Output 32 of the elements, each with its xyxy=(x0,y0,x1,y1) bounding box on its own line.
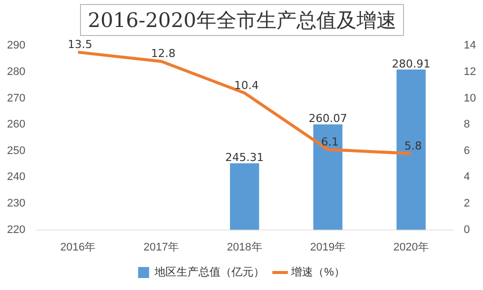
data-label: 6.1 xyxy=(321,135,339,148)
y2-tick-label: 10 xyxy=(464,92,476,104)
x-tick-label: 2018年 xyxy=(226,241,262,254)
y-tick-label: 290 xyxy=(6,40,26,52)
y2-tick-label: 0 xyxy=(464,224,470,236)
y-tick-label: 280 xyxy=(6,66,26,78)
y2-tick-label: 8 xyxy=(464,118,470,131)
y2-tick-label: 14 xyxy=(464,40,476,52)
data-label: 280.91 xyxy=(392,57,430,70)
y2-tick-label: 12 xyxy=(464,66,476,78)
y2-tick-label: 2 xyxy=(464,198,470,210)
legend-label: 地区生产总值（亿元） xyxy=(154,266,265,279)
x-tick-label: 2020年 xyxy=(393,241,429,254)
y2-tick-label: 4 xyxy=(464,171,470,184)
y-tick-label: 230 xyxy=(6,198,26,210)
legend-label: 增速（%） xyxy=(290,266,345,279)
data-label: 5.8 xyxy=(404,139,422,152)
data-label: 10.4 xyxy=(234,78,259,92)
y-tick-label: 220 xyxy=(6,224,26,236)
data-label: 260.07 xyxy=(308,112,348,126)
x-tick-label: 2016年 xyxy=(60,241,96,254)
data-label: 12.8 xyxy=(151,47,176,60)
y2-tick-label: 6 xyxy=(464,144,470,157)
y-tick-label: 240 xyxy=(6,171,26,184)
y-tick-label: 260 xyxy=(6,118,26,131)
y-tick-label: 250 xyxy=(6,144,26,157)
y-tick-label: 270 xyxy=(6,92,26,104)
chart-title: 2016-2020年全市生产总值及增速 xyxy=(80,4,404,36)
data-label: 245.31 xyxy=(225,151,264,164)
x-tick-label: 2017年 xyxy=(144,241,180,254)
data-label: 13.5 xyxy=(68,38,92,52)
x-tick-label: 2019年 xyxy=(310,241,346,254)
